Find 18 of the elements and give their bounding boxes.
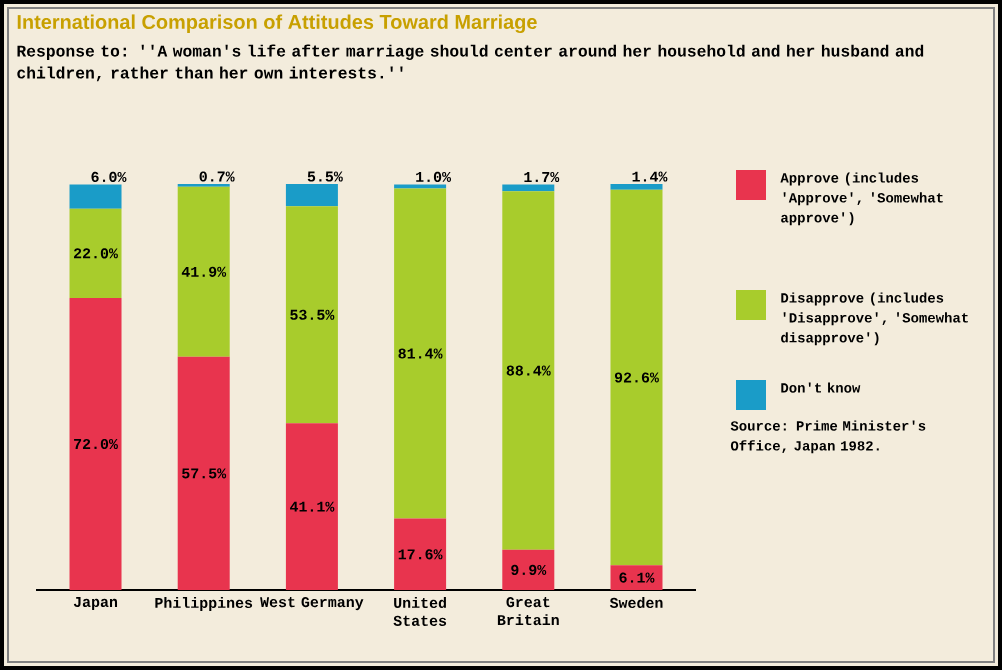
- bar: [502, 549, 555, 590]
- bar: [177, 356, 230, 590]
- chart-subtitle: Response to: ''A woman's life after marriage should center around her household and her husband and children, rather than her own interests.'': [17, 44, 924, 82]
- bar: [69, 208, 122, 298]
- bar: [610, 184, 663, 190]
- bar: [610, 189, 663, 566]
- bar: [394, 188, 447, 519]
- bar: [69, 184, 122, 209]
- bar: [285, 184, 338, 207]
- bar: [285, 423, 338, 590]
- bar: [177, 186, 230, 357]
- bar: [502, 184, 555, 192]
- chart-title: International Comparison of Attitudes Toward Marriage: [17, 14, 537, 34]
- bar: [285, 206, 338, 424]
- bar: [610, 565, 663, 590]
- bar: [502, 191, 555, 550]
- bar: [394, 518, 447, 590]
- bar: [69, 297, 122, 590]
